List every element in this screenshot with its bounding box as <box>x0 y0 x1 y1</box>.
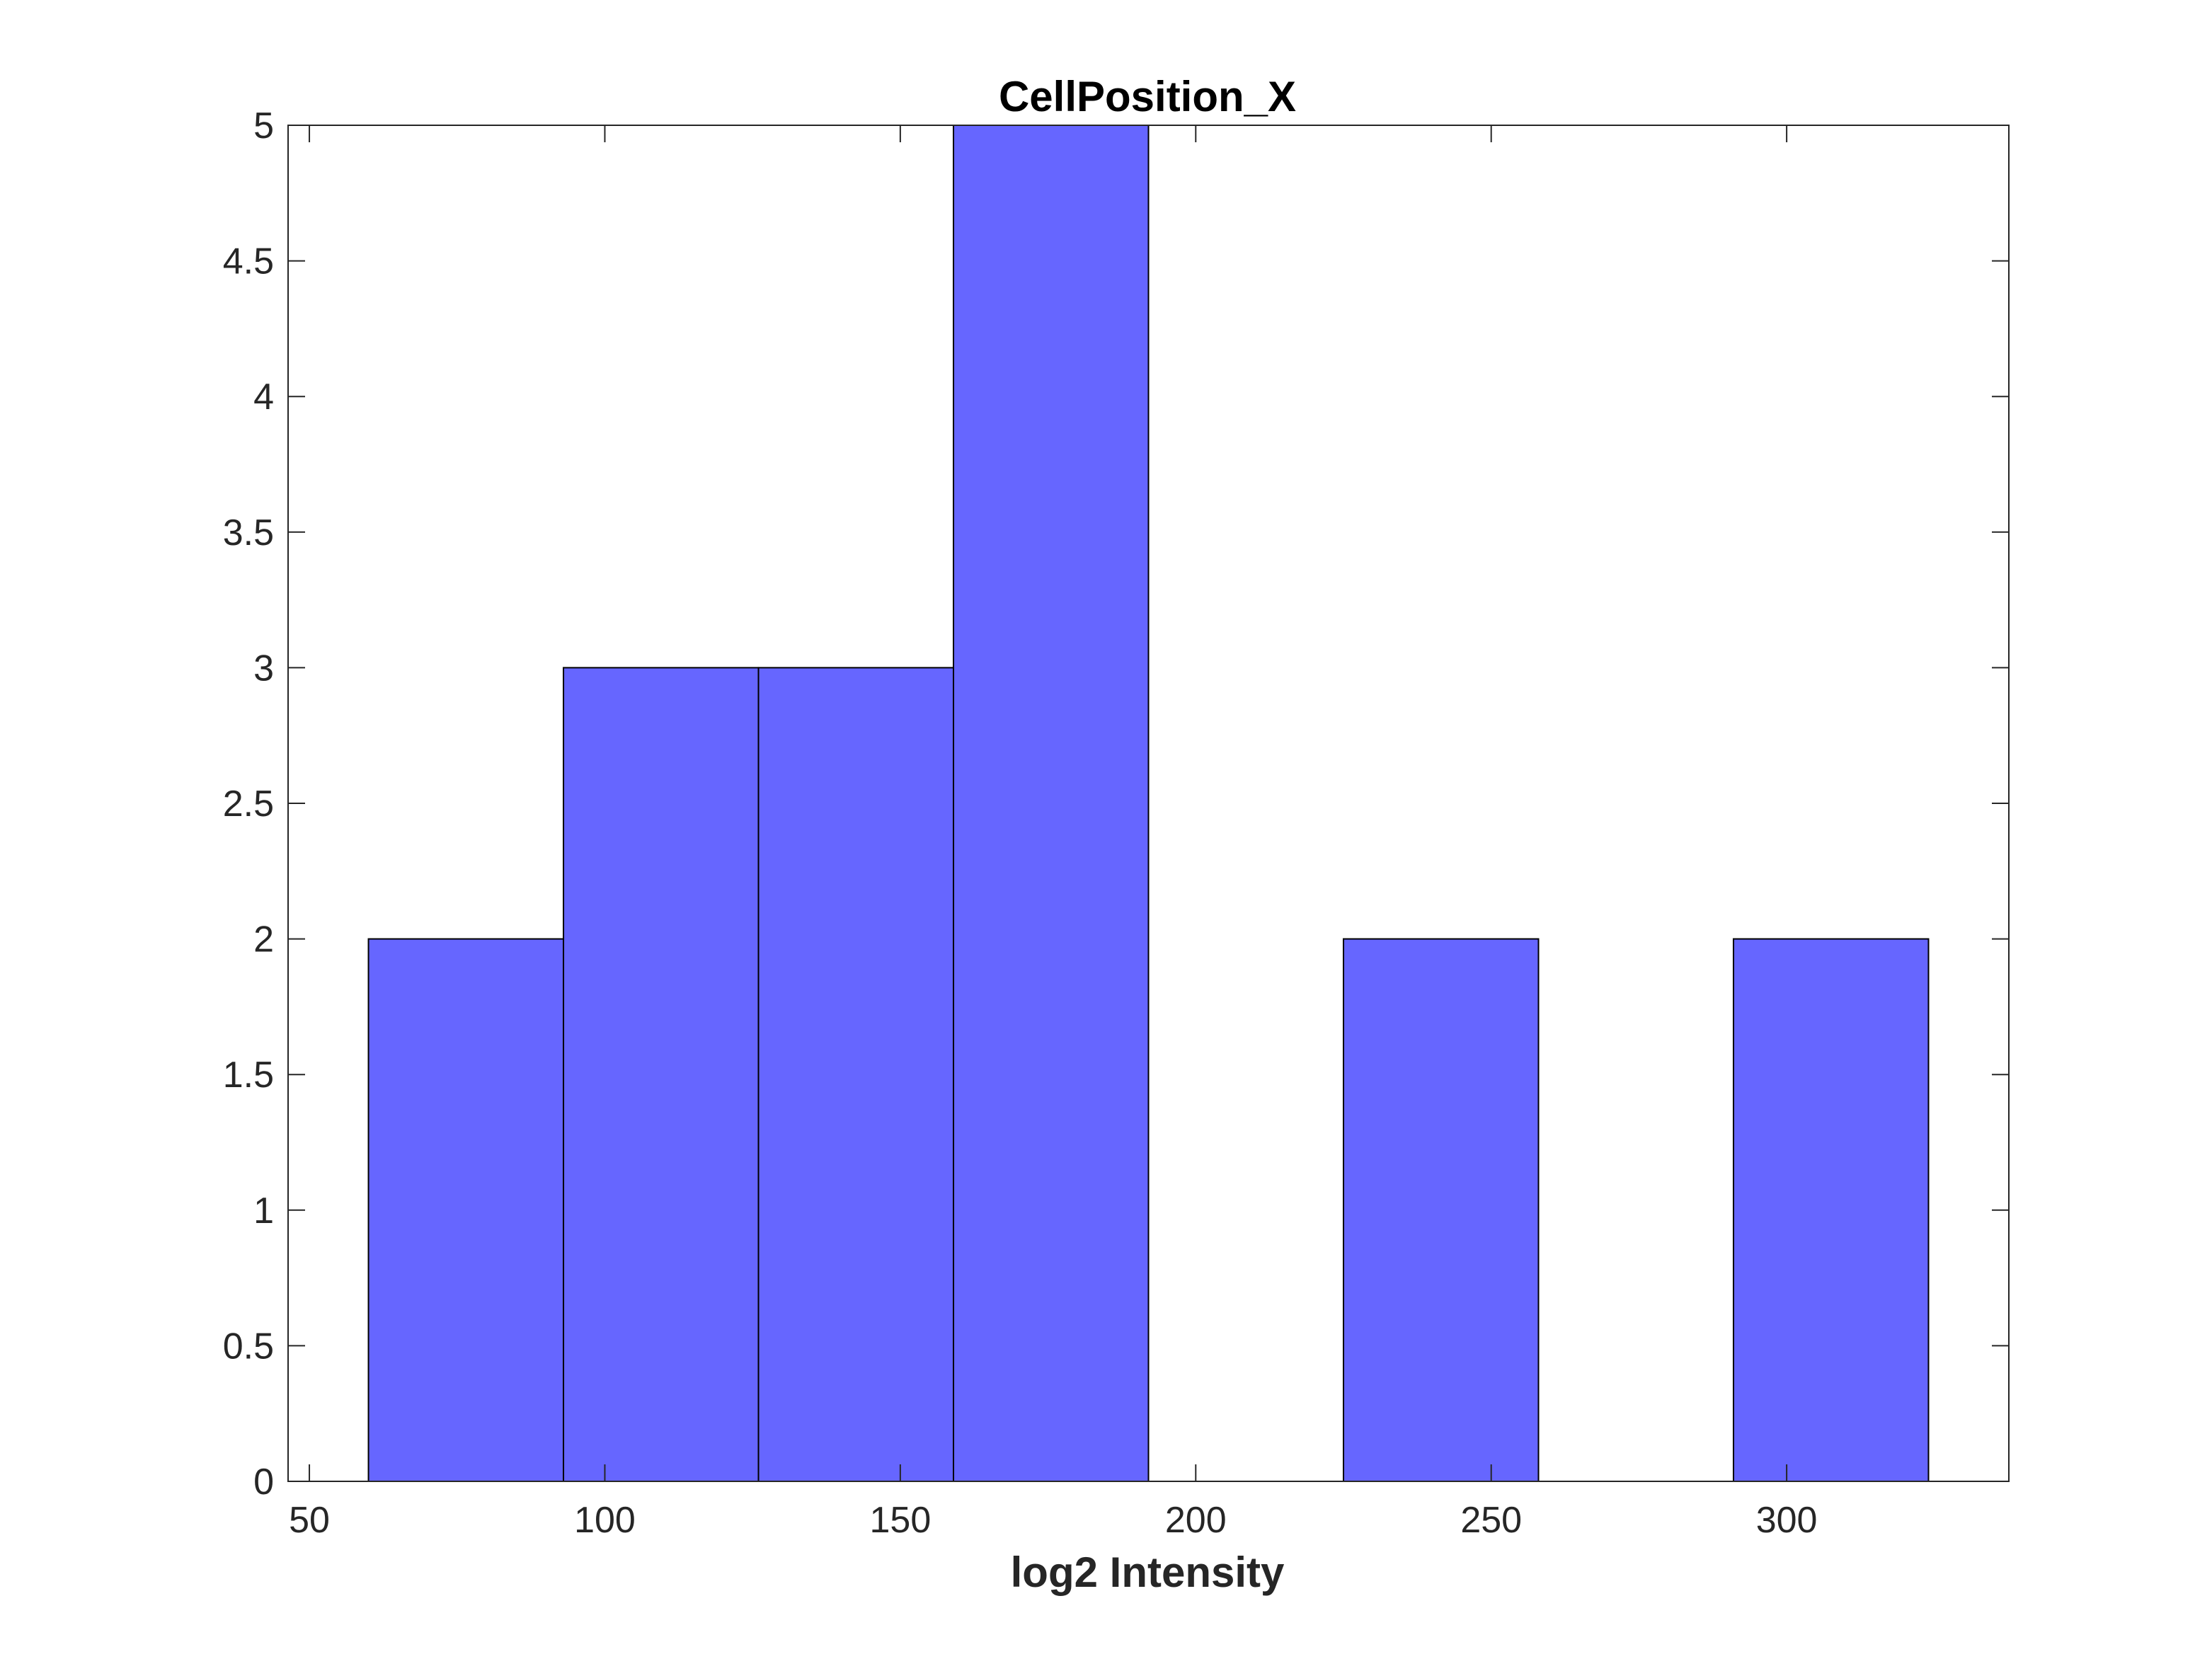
histogram-bar-1 <box>563 667 758 1481</box>
y-tick-label: 1 <box>253 1190 274 1232</box>
y-tick-labels: 0 0.5 1 1.5 2 2.5 3 3.5 4 4.5 5 <box>223 105 274 1503</box>
x-tick-labels: 50 100 150 200 250 300 <box>289 1500 1817 1541</box>
x-tick-label: 150 <box>869 1500 931 1541</box>
y-tick-label: 2 <box>253 919 274 960</box>
x-tick-label: 300 <box>1756 1500 1818 1541</box>
x-tick-label: 200 <box>1165 1500 1227 1541</box>
y-tick-label: 1.5 <box>223 1055 274 1096</box>
histogram-bar-7 <box>1734 939 1928 1481</box>
x-tick-label: 50 <box>289 1500 330 1541</box>
y-tick-label: 5 <box>253 105 274 147</box>
y-tick-label: 3 <box>253 648 274 689</box>
y-tick-label: 0.5 <box>223 1326 274 1367</box>
x-axis-label: log2 Intensity <box>1011 1549 1285 1596</box>
y-tick-label: 4.5 <box>223 241 274 282</box>
histogram-bar-3 <box>953 125 1148 1481</box>
x-tick-label: 100 <box>574 1500 636 1541</box>
y-tick-label: 0 <box>253 1462 274 1503</box>
histogram-bar-0 <box>369 939 563 1481</box>
histogram-bar-5 <box>1343 939 1538 1481</box>
y-tick-label: 2.5 <box>223 783 274 825</box>
chart-title: CellPosition_X <box>999 73 1296 120</box>
histogram-bar-2 <box>759 667 953 1481</box>
bars-group <box>369 125 1929 1481</box>
x-tick-label: 250 <box>1460 1500 1522 1541</box>
y-tick-label: 4 <box>253 377 274 418</box>
y-tick-label: 3.5 <box>223 512 274 553</box>
